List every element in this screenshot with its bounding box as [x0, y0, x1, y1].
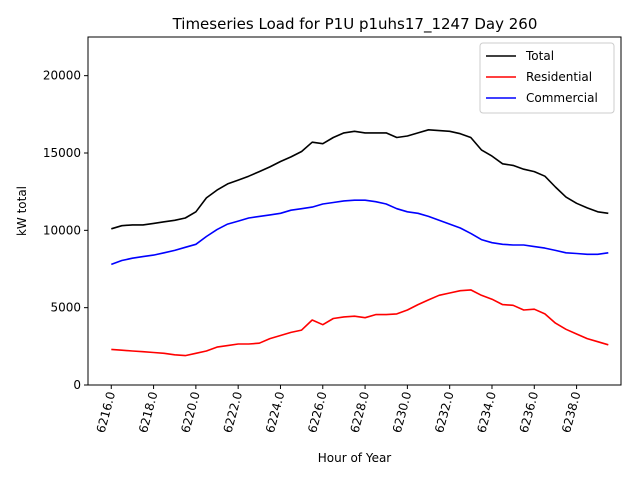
x-axis-label: Hour of Year	[318, 451, 392, 465]
series-line-total	[111, 129, 609, 230]
y-axis: 0 5000 10000 15000 20000	[43, 69, 88, 392]
legend-box	[479, 42, 615, 114]
y-tick-label: 20000	[43, 69, 81, 83]
series-line-commercial	[111, 199, 609, 266]
legend: Total Residential Commercial	[479, 42, 615, 114]
legend-label-residential: Residential	[526, 70, 592, 84]
y-tick-label: 15000	[43, 146, 81, 160]
y-tick-label: 0	[73, 378, 81, 392]
plot-frame	[87, 36, 622, 386]
series-lines	[111, 129, 609, 357]
series-line-residential	[111, 289, 609, 357]
legend-label-commercial: Commercial	[526, 91, 598, 105]
legend-label-total: Total	[525, 49, 554, 63]
y-tick-label: 5000	[50, 301, 81, 315]
chart-title: Timeseries Load for P1U p1uhs17_1247 Day…	[172, 15, 538, 34]
y-tick-label: 10000	[43, 223, 81, 237]
y-axis-label: kW total	[15, 186, 29, 236]
